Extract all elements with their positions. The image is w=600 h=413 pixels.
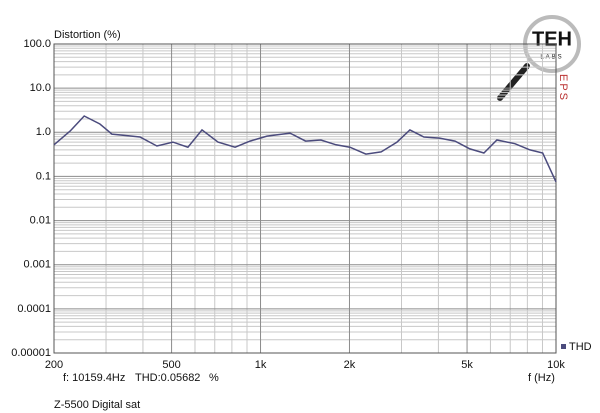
readout-thd: THD:0.05682 xyxy=(135,372,200,384)
y-tick-label: 1.0 xyxy=(36,126,51,138)
readout-freq: f: 10159.4Hz xyxy=(63,372,125,384)
x-tick-label: 200 xyxy=(45,359,63,371)
logo-text: TEH xyxy=(532,28,572,50)
y-tick-label: 0.00001 xyxy=(11,347,51,359)
x-tick-label: 2k xyxy=(344,359,356,371)
y-tick-label: 0.0001 xyxy=(17,303,51,315)
y-tick-label: 100.0 xyxy=(23,38,51,50)
plot-border xyxy=(53,43,557,354)
legend-label: THD xyxy=(569,341,592,353)
y-tick-label: 0.001 xyxy=(23,259,51,271)
x-axis-label: f (Hz) xyxy=(528,372,555,384)
legend-swatch xyxy=(561,344,566,349)
y-tick-label: 0.01 xyxy=(30,214,51,226)
logo-side: EPS xyxy=(557,74,569,102)
y-axis-label: Distortion (%) xyxy=(54,29,121,41)
y-tick-label: 10.0 xyxy=(30,82,51,94)
x-tick-label: 5k xyxy=(461,359,473,371)
readout-unit: % xyxy=(209,372,219,384)
line xyxy=(53,115,557,183)
grid xyxy=(53,43,557,354)
y-tick-label: 0.1 xyxy=(36,170,51,182)
x-tick-label: 500 xyxy=(162,359,180,371)
x-tick-label: 1k xyxy=(255,359,267,371)
x-tick-label: 10k xyxy=(547,359,565,371)
footer: Z-5500 Digital sat xyxy=(54,399,140,411)
